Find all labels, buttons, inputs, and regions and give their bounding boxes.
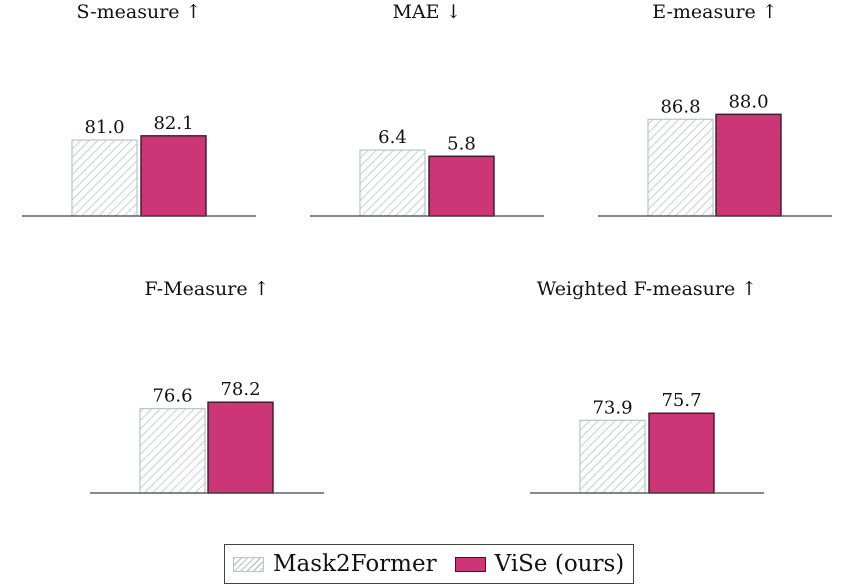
bar-vise [715,113,782,217]
panel-title: S-measure ↑ [77,1,202,23]
bar-vise [207,401,274,494]
bar-vise [428,155,495,217]
bar-mask2former [647,118,714,217]
value-label-mask2former: 81.0 [84,117,124,138]
value-label-mask2former: 73.9 [592,397,632,418]
chart-panel-3: E-measure ↑ 86.8 88.0 [598,1,832,217]
bar-vise [648,412,715,494]
legend-label-mask2former: Mask2Former [273,551,437,577]
chart-panel-5: Weighted F-measure ↑ 73.9 75.7 [530,278,764,494]
legend-swatch-mask2former [233,556,264,572]
bar-mask2former [359,149,426,217]
value-label-vise: 75.7 [661,390,701,411]
chart-panel-4: F-Measure ↑ 76.6 78.2 [90,278,324,494]
value-label-vise: 82.1 [153,113,193,134]
value-label-mask2former: 86.8 [660,96,700,117]
panel-title: MAE ↓ [392,1,461,23]
value-label-mask2former: 76.6 [152,386,192,407]
chart-panel-2: MAE ↓ 6.4 5.8 [310,1,544,217]
panel-title: F-Measure ↑ [144,278,269,300]
value-label-vise: 78.2 [220,379,260,400]
value-label-mask2former: 6.4 [378,127,407,148]
legend: Mask2Former ViSe (ours) [224,544,634,584]
bar-mask2former [139,408,206,494]
bar-vise [140,135,207,217]
value-label-vise: 88.0 [728,91,768,112]
value-label-vise: 5.8 [447,133,476,154]
bar-mask2former [579,419,646,494]
bar-mask2former [71,139,138,217]
panel-title: Weighted F-measure ↑ [537,278,757,300]
legend-label-vise: ViSe (ours) [494,551,625,577]
panel-title: E-measure ↑ [652,1,778,23]
chart-panel-1: S-measure ↑ 81.0 82.1 [22,1,256,217]
legend-swatch-vise [454,556,486,572]
